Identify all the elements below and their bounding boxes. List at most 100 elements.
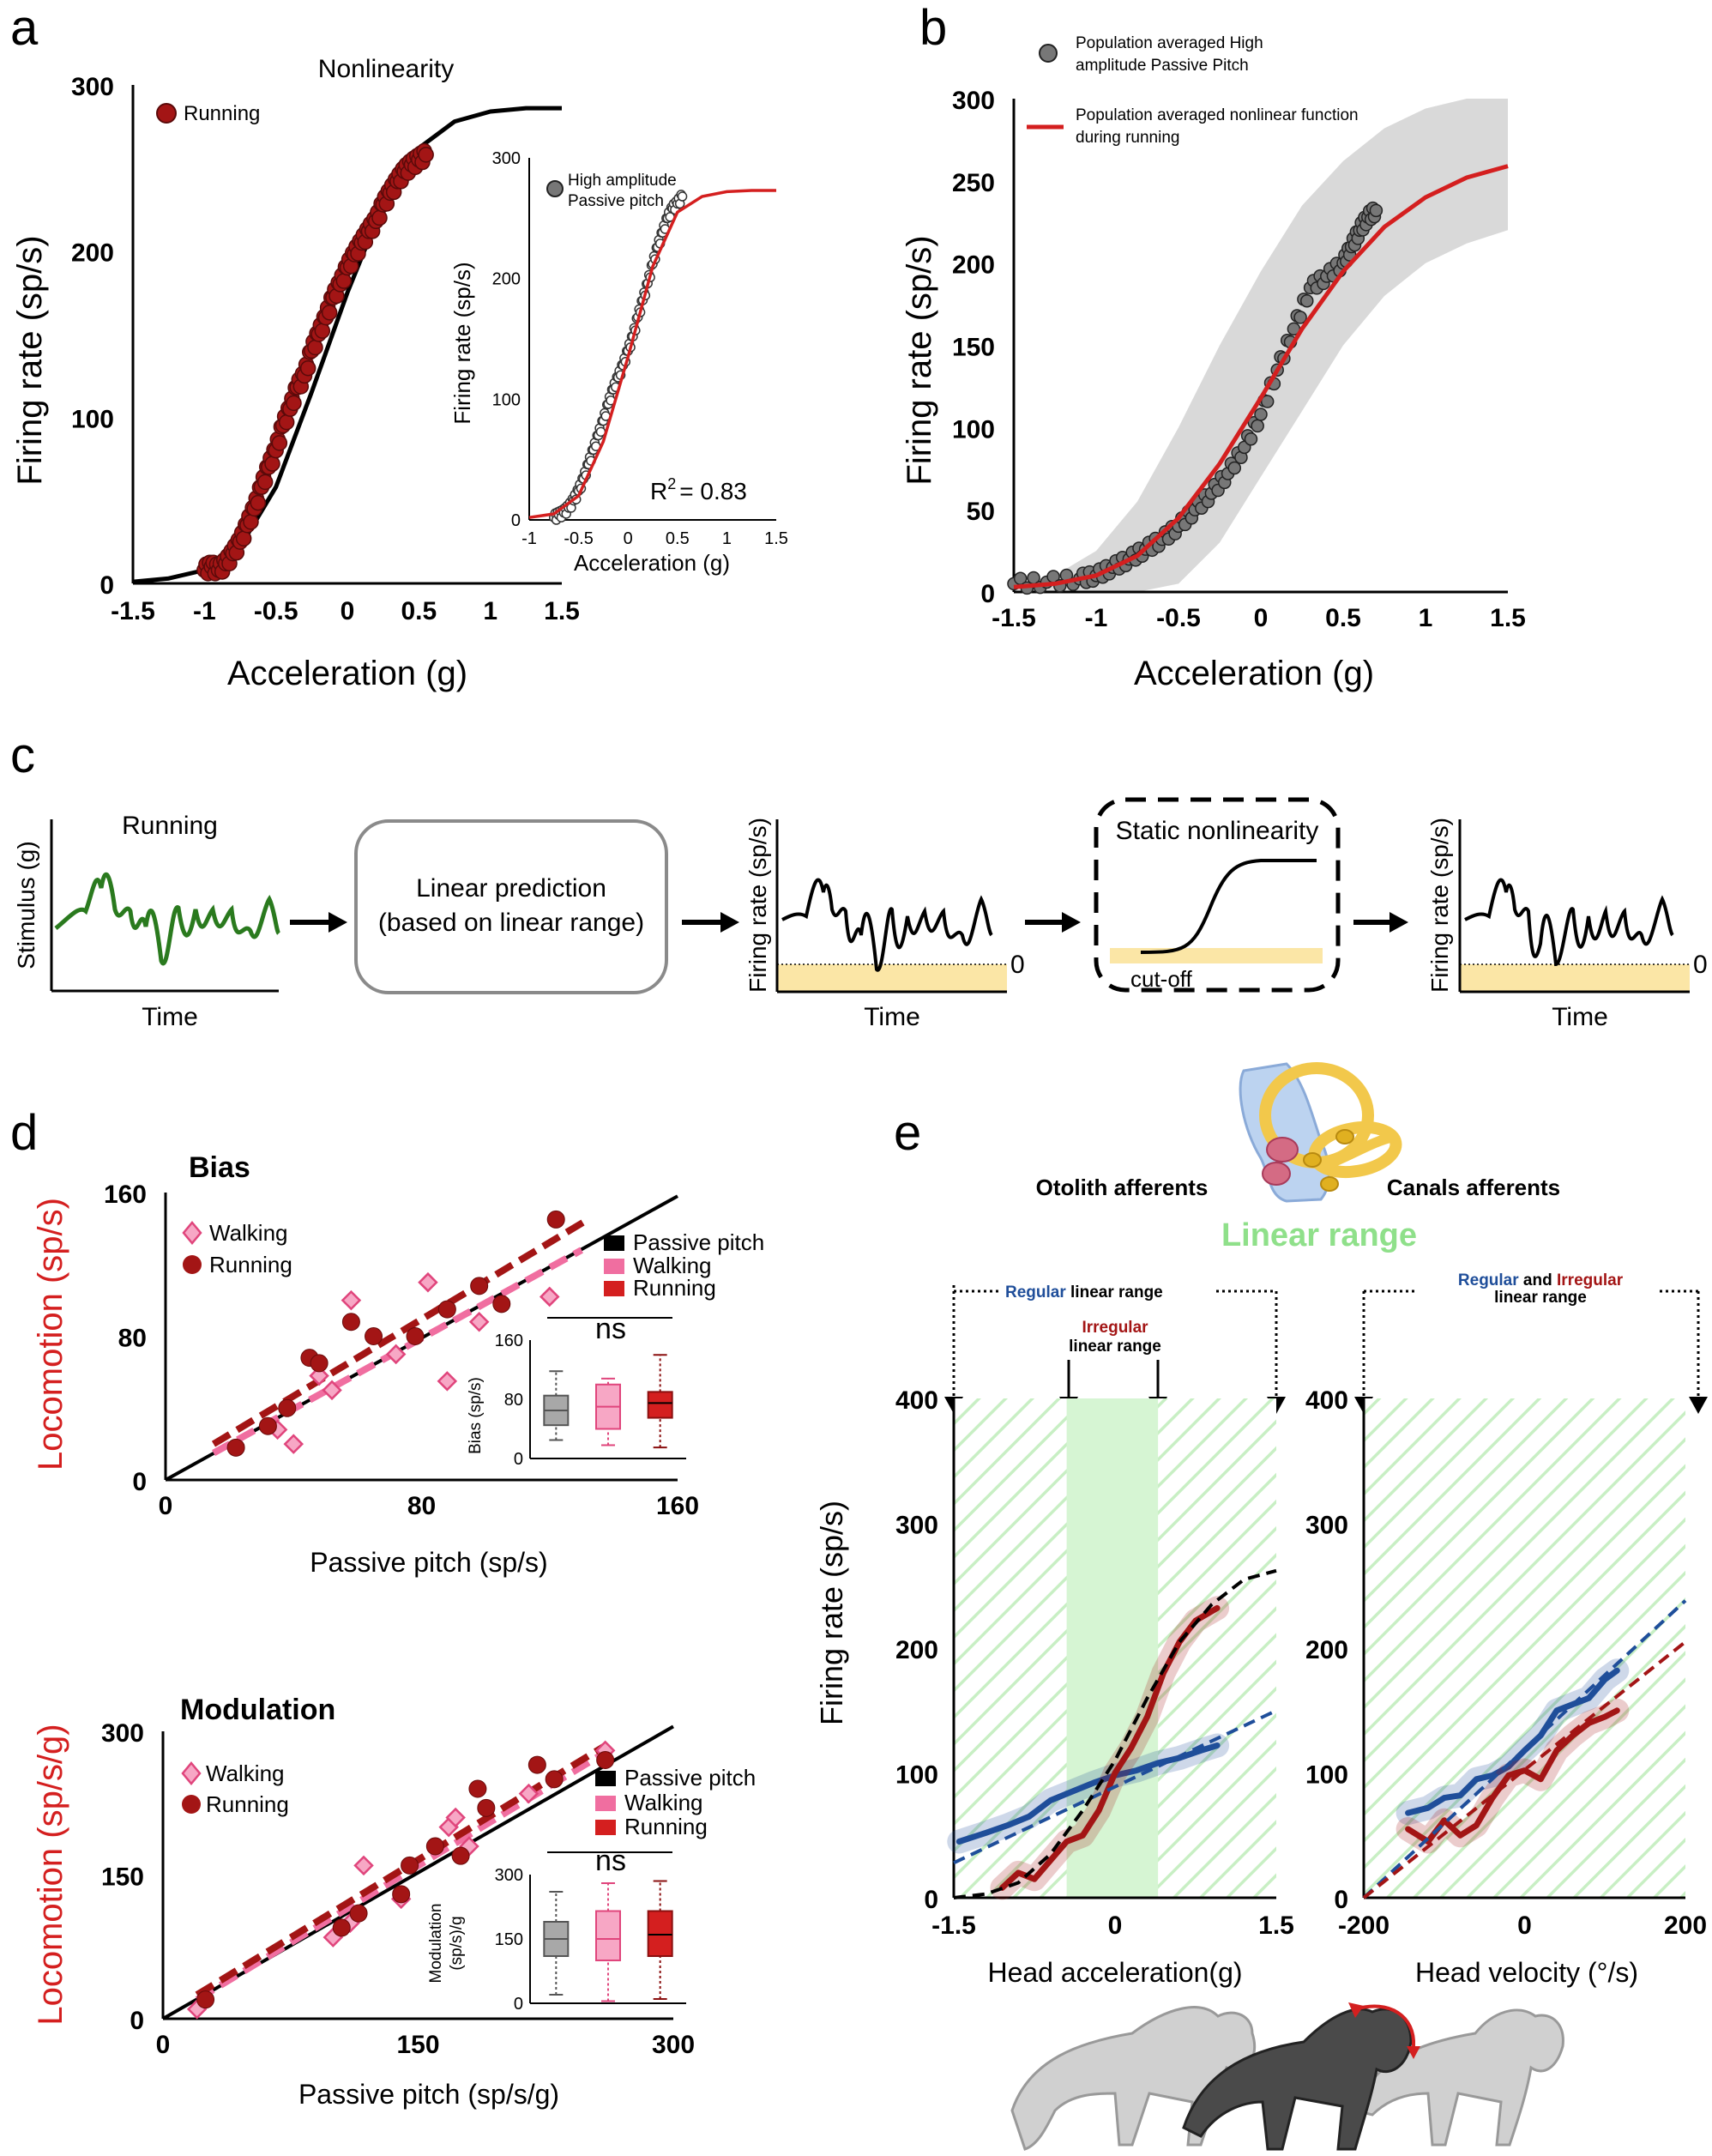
b-x-tick-label: -1.5 [992, 604, 1036, 632]
d-mod-legend-passive: Passive pitch [624, 1765, 756, 1791]
d-bias-walking-point [309, 1365, 329, 1386]
d-mod-legend-running2: Running [624, 1814, 708, 1839]
c-arrow-4-head [1389, 912, 1408, 933]
inset-r2-annotation: R2 = 0.83 [650, 475, 747, 504]
d-mod-inset-ylabel-line2: (sp/s)/g [448, 1916, 466, 1970]
e-right-regular-trace [1405, 1667, 1620, 1816]
d-bias-running-point [437, 1300, 456, 1319]
c-fr-xlabel: Time [864, 1003, 920, 1031]
b-legend-line-line2: during running [1076, 129, 1179, 147]
d-bias-legend-walking: Walking [209, 1220, 288, 1246]
d-mod-legend-running-swatch [595, 1820, 616, 1835]
e-right-irregular-trace [1405, 1707, 1620, 1845]
a-inset-y-tick-label: 100 [492, 390, 521, 409]
d-mod-running-point [425, 1837, 444, 1856]
d-mod-inset-ylabel-line1: Modulation [427, 1904, 445, 1984]
e-left-xlabel: Head acceleration(g) [987, 1957, 1242, 1988]
d-bias-y-tick-label: 80 [118, 1325, 147, 1353]
c-arrow-1-head [329, 912, 347, 933]
c-fr-cutoff-region [777, 964, 1007, 992]
c-nl-curve [1140, 859, 1317, 954]
d-modulation-y-tick-label: 0 [130, 2007, 144, 2035]
e-right-irregular-fit-line [1362, 1640, 1687, 1899]
e-right-x-tick-label: 200 [1664, 1911, 1707, 1940]
b-y-tick-label: 200 [952, 251, 995, 280]
b-x-tick-label: 1.5 [1490, 604, 1526, 632]
d-mod-running-point [349, 1904, 368, 1923]
chart-a-inset: -1 -0.5 0 0.5 1 1.5 0 100 200 300 [492, 149, 788, 548]
a-xlabel: Acceleration (g) [227, 655, 467, 692]
d-mod-title: Modulation [180, 1694, 335, 1726]
e-left-irregular-nonlinear-fit-line [953, 1568, 1277, 1899]
e-left-y-tick-label: 200 [895, 1636, 938, 1664]
c-box1-line1: Linear prediction [416, 874, 606, 903]
a-inset-x-tick-label: 0.5 [666, 529, 690, 548]
b-passive-point [1260, 395, 1275, 408]
e-left-irregular-linear-range-region [1066, 1398, 1159, 1898]
b-passive-point [1251, 419, 1264, 433]
b-xlabel: Acceleration (g) [1134, 655, 1374, 692]
d-mod-legend-running: Running [206, 1791, 289, 1817]
d-mod-legend-walking-marker [181, 1761, 202, 1785]
d-mod-walking-fit-line [195, 1749, 607, 2003]
a-inset-x-tick-label: 1 [722, 529, 732, 548]
d-bias-y-tick-label: 160 [104, 1181, 147, 1209]
b-x-tick-label: -0.5 [1156, 604, 1201, 632]
monkeys-illustration [1010, 2002, 1564, 2151]
e-right-annotation-line2: linear range [1494, 1289, 1587, 1307]
c-linear-prediction-trace [781, 878, 993, 972]
b-x-tick-label: -1 [1085, 604, 1108, 632]
d-mod-box-running [647, 1910, 673, 1957]
d-bias-running-point [278, 1398, 297, 1417]
d-bias-running-point [546, 1210, 565, 1229]
d-bias-running-point [492, 1295, 511, 1314]
d-bias-inset-y-tick-label: 0 [514, 1450, 523, 1469]
chart-a-main: -1.5 -1 -0.5 0 0.5 1 1.5 0 100 200 300 [71, 73, 580, 625]
a-running-point [243, 514, 259, 530]
b-y-tick-label: 100 [952, 415, 995, 444]
b-x-tick-label: 0.5 [1325, 604, 1361, 632]
a-main-x-tick-label: 1.5 [544, 597, 580, 625]
a-running-point [278, 414, 295, 431]
e-right-y-tick-label: 300 [1305, 1512, 1348, 1540]
d-bias-walking-point [539, 1286, 560, 1307]
a-main-x-tick-label: -1.5 [111, 597, 155, 625]
b-passive-point [1227, 461, 1242, 475]
d-bias-legend-running-swatch [604, 1281, 624, 1296]
d-mod-legend-passive-swatch [595, 1771, 616, 1786]
a-running-point [307, 339, 323, 356]
panel-label-b: b [919, 0, 947, 56]
panel-label-c: c [10, 728, 35, 783]
a-ylabel: Firing rate (sp/s) [11, 235, 49, 485]
e-right-annotation-line1: Regular and Irregular [1458, 1271, 1624, 1289]
d-bias-walking-point [418, 1271, 438, 1293]
c-stim-title: Running [122, 812, 218, 840]
b-sd-band [1014, 99, 1508, 592]
b-legend-points-line2: amplitude Passive Pitch [1076, 57, 1249, 75]
a-running-point [256, 474, 274, 491]
d-mod-walking-point [353, 1855, 374, 1876]
b-passive-point [1293, 311, 1307, 324]
d-mod-ns: ns [595, 1845, 626, 1877]
b-x-tick-label: 0 [1254, 604, 1269, 632]
d-bias-legend-passive-swatch [604, 1235, 624, 1251]
chart-d-modulation: 0 150 300 0 150 300 0 150 300 [101, 1719, 695, 2059]
d-bias-inset-y-tick-label: 80 [504, 1391, 523, 1410]
a-fit-line [132, 106, 562, 584]
d-bias-y-tick-label: 0 [132, 1468, 147, 1496]
d-bias-legend-running-marker [183, 1255, 202, 1274]
a-main-y-tick-label: 100 [71, 405, 114, 433]
e-right-x-tick-label: -200 [1338, 1911, 1389, 1940]
b-y-tick-label: 0 [980, 580, 995, 608]
d-bias-ns: ns [595, 1313, 626, 1345]
a-running-point [321, 305, 338, 321]
d-modulation-y-tick-label: 300 [101, 1719, 144, 1748]
d-bias-walking-point [322, 1380, 342, 1401]
c-fr-zero-label: 0 [1010, 951, 1025, 979]
b-passive-point [1300, 294, 1314, 308]
c-fr-ylabel: Firing rate (sp/s) [744, 818, 771, 993]
d-mod-running-point [596, 1751, 615, 1769]
b-y-tick-label: 250 [952, 169, 995, 197]
a-inset-x-tick-label: 1.5 [764, 529, 788, 548]
d-bias-x-tick-label: 80 [407, 1492, 436, 1520]
